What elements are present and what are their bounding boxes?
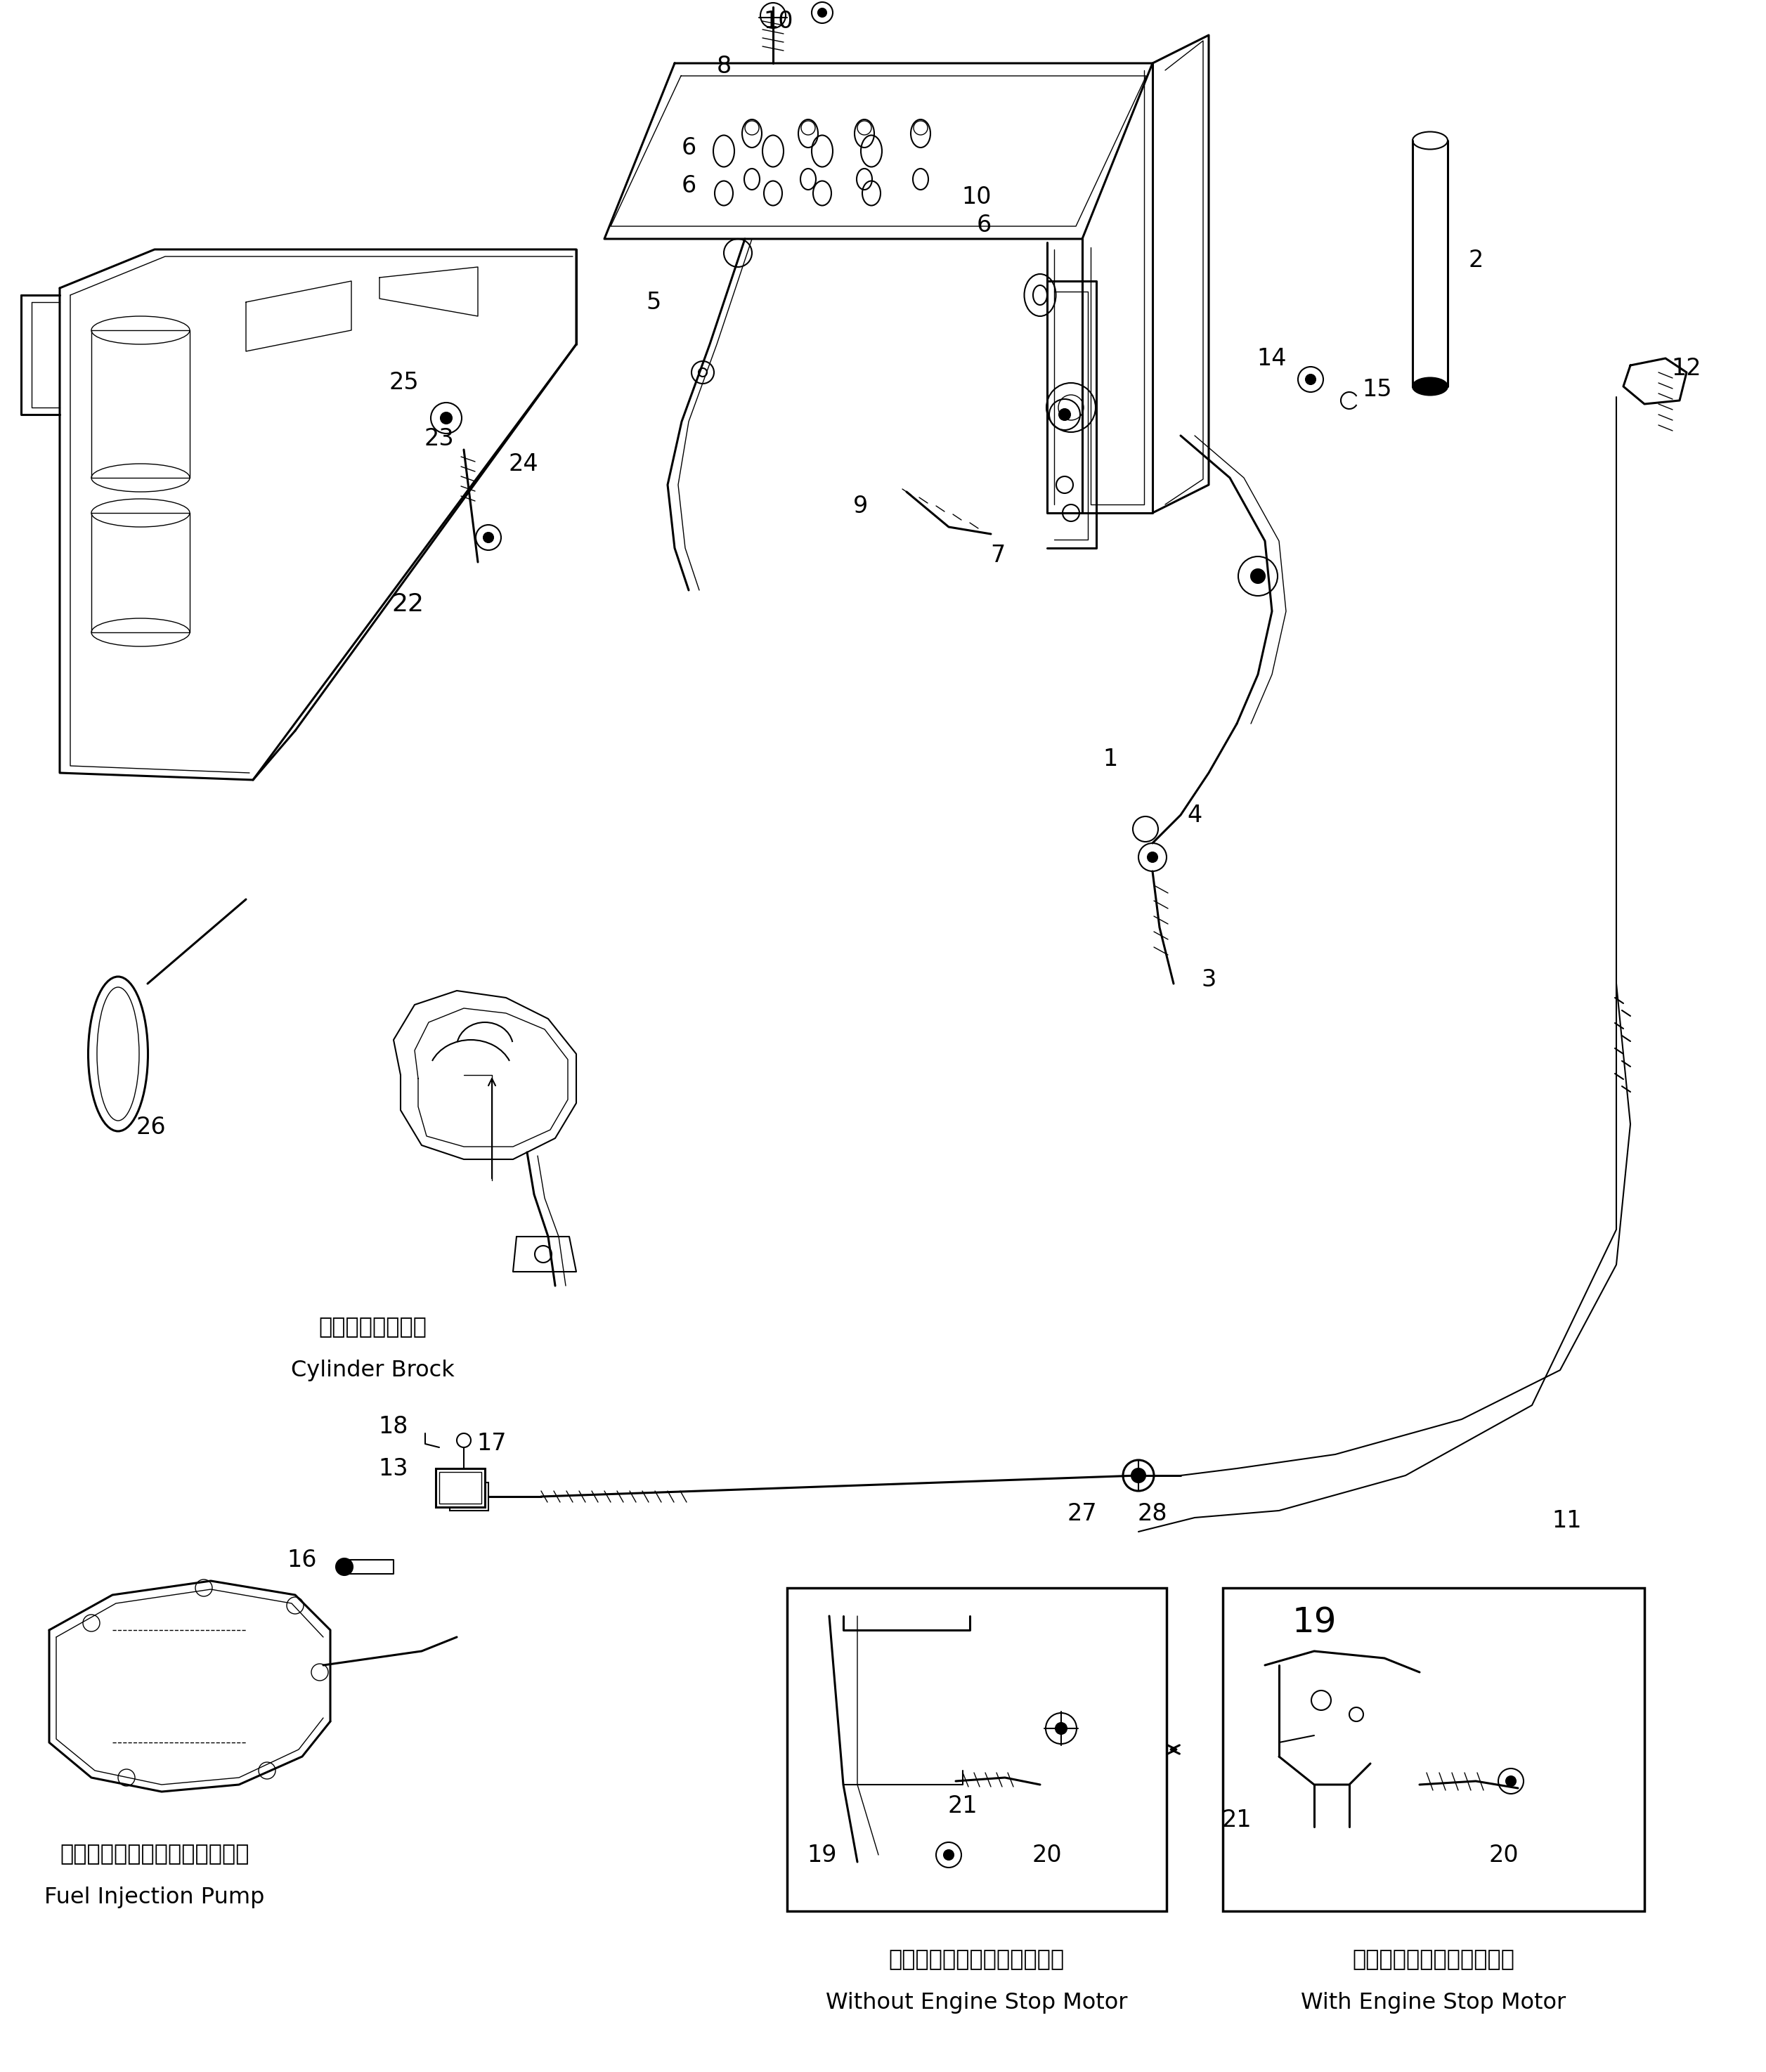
Text: 8: 8 (717, 56, 731, 79)
Text: 18: 18 (378, 1415, 408, 1438)
Text: With Engine Stop Motor: With Engine Stop Motor (1302, 1991, 1566, 2014)
Text: 20: 20 (1489, 1844, 1519, 1867)
Text: 23: 23 (424, 427, 454, 452)
Text: 5: 5 (646, 290, 660, 313)
Text: 28: 28 (1137, 1502, 1167, 1525)
Text: エンジンストップモータなし: エンジンストップモータなし (888, 1950, 1065, 1970)
Bar (1222, 1587, 1644, 1910)
Circle shape (1060, 408, 1070, 421)
Bar (440, 1471, 482, 1504)
Text: フエルインジェクションポンプ: フエルインジェクションポンプ (60, 1844, 249, 1865)
Text: 2: 2 (1468, 249, 1483, 271)
Text: 6: 6 (977, 213, 991, 236)
Text: 19: 19 (1291, 1606, 1337, 1639)
Circle shape (336, 1558, 353, 1575)
Text: 3: 3 (1201, 968, 1217, 992)
Text: 7: 7 (991, 543, 1005, 566)
Circle shape (818, 8, 826, 17)
Text: 16: 16 (288, 1548, 318, 1571)
Bar (788, 1587, 1167, 1910)
Text: 4: 4 (1187, 804, 1203, 827)
Circle shape (1056, 1722, 1067, 1734)
Text: 25: 25 (389, 371, 419, 394)
Text: エンジンストップモータ付: エンジンストップモータ付 (1353, 1950, 1515, 1970)
Text: 10: 10 (763, 10, 793, 33)
Text: 19: 19 (807, 1844, 837, 1867)
Text: 10: 10 (962, 184, 992, 209)
Circle shape (484, 533, 493, 543)
Text: 6: 6 (682, 174, 696, 197)
Text: Without Engine Stop Motor: Without Engine Stop Motor (826, 1991, 1128, 2014)
Ellipse shape (1413, 377, 1448, 396)
Circle shape (1148, 852, 1157, 862)
Text: 11: 11 (1552, 1510, 1582, 1533)
Text: シリンダブロック: シリンダブロック (318, 1318, 427, 1339)
Text: 26: 26 (136, 1117, 166, 1140)
Circle shape (1506, 1776, 1515, 1786)
Text: 17: 17 (477, 1432, 507, 1455)
Text: 13: 13 (378, 1457, 408, 1479)
Text: 22: 22 (392, 593, 424, 615)
Text: Fuel Injection Pump: Fuel Injection Pump (44, 1886, 265, 1908)
Circle shape (1305, 375, 1316, 383)
Circle shape (943, 1850, 954, 1861)
Text: Cylinder Brock: Cylinder Brock (291, 1359, 454, 1380)
Text: 9: 9 (853, 495, 869, 518)
Text: 21: 21 (948, 1794, 978, 1817)
Text: 14: 14 (1257, 346, 1287, 371)
Text: 1: 1 (1104, 748, 1118, 771)
Circle shape (442, 412, 452, 423)
Bar (450, 1481, 489, 1510)
Circle shape (1250, 570, 1264, 582)
Text: 27: 27 (1067, 1502, 1097, 1525)
Text: 12: 12 (1672, 356, 1702, 381)
Bar (436, 1469, 486, 1506)
Text: 20: 20 (1031, 1844, 1061, 1867)
Text: 15: 15 (1362, 379, 1392, 402)
Circle shape (1132, 1469, 1146, 1481)
Text: 21: 21 (1222, 1809, 1252, 1832)
Text: 24: 24 (509, 452, 539, 474)
Text: 6: 6 (682, 137, 696, 160)
